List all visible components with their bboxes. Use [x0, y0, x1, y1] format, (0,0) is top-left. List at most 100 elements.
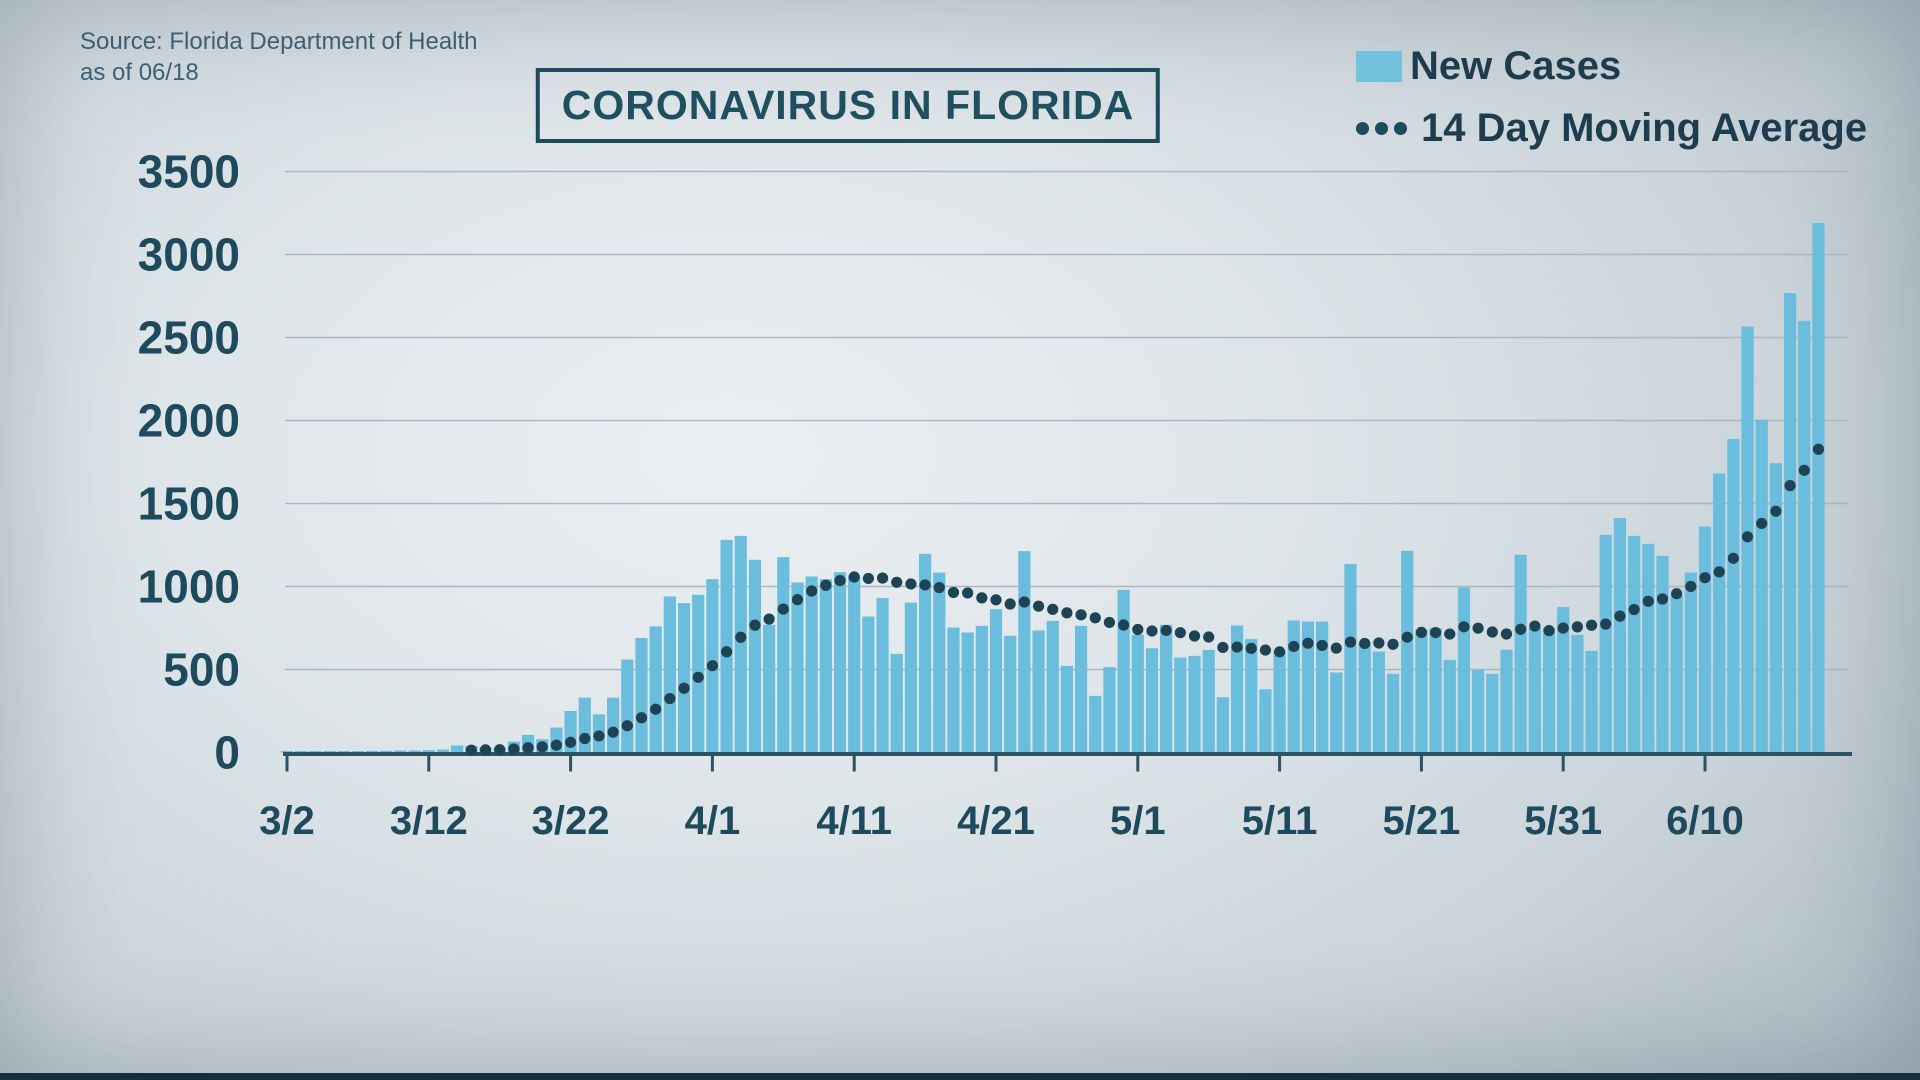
new-cases-bar: [833, 572, 847, 753]
moving-average-dot: [706, 660, 719, 672]
moving-average-dot: [1047, 603, 1059, 615]
new-cases-bar: [1131, 634, 1144, 753]
x-tick-label: 4/1: [685, 799, 741, 843]
bottom-edge-strip: [0, 1073, 1920, 1080]
new-cases-bar: [1160, 624, 1173, 753]
moving-average-dot: [791, 594, 804, 606]
new-cases-bar: [1188, 655, 1201, 753]
new-cases-bar: [1060, 665, 1073, 753]
y-tick-label: 1000: [138, 561, 240, 613]
moving-average-dot: [1727, 552, 1739, 564]
new-cases-bar: [1656, 555, 1669, 753]
new-cases-bar: [1301, 621, 1315, 753]
new-cases-bar: [1018, 551, 1031, 753]
x-tick-label: 4/21: [957, 799, 1035, 843]
y-tick-label: 1500: [138, 478, 240, 530]
new-cases-bar: [1514, 554, 1527, 753]
new-cases-bar: [1145, 648, 1159, 753]
moving-average-dot: [1585, 619, 1598, 631]
moving-average-dot: [1500, 628, 1513, 640]
new-cases-bar: [1344, 563, 1357, 753]
moving-average-dot: [763, 613, 775, 625]
new-cases-bar: [975, 625, 988, 753]
new-cases-bar: [394, 750, 407, 753]
moving-average-dot: [1018, 596, 1030, 608]
moving-average-dot: [1330, 642, 1342, 654]
new-cases-bar: [607, 697, 620, 753]
new-cases-swatch-icon: [1356, 50, 1402, 82]
y-tick-label: 3000: [138, 229, 240, 281]
new-cases-bar: [1202, 649, 1215, 753]
moving-average-dot: [933, 581, 945, 594]
new-cases-bar: [1259, 689, 1272, 753]
moving-average-dot: [1387, 638, 1399, 650]
x-tick-label: 3/22: [532, 799, 610, 843]
moving-average-dot: [976, 592, 988, 604]
new-cases-bar: [621, 659, 634, 753]
new-cases-bar: [890, 653, 903, 753]
y-tick-label: 500: [163, 644, 240, 696]
new-cases-bar: [1500, 649, 1513, 753]
moving-average-dot: [1798, 464, 1810, 476]
new-cases-bar: [1089, 695, 1102, 753]
moving-average-dot: [962, 587, 974, 599]
chart-title-box: CORONAVIRUS IN FLORIDA: [535, 68, 1161, 143]
moving-average-dot: [1373, 637, 1385, 649]
moving-average-dot: [1160, 624, 1172, 637]
moving-average-dot: [749, 619, 761, 631]
new-cases-bar: [1727, 439, 1740, 753]
new-cases-bar: [1103, 667, 1116, 753]
new-cases-bar: [677, 603, 691, 753]
new-cases-bar: [1599, 534, 1612, 753]
legend-item-moving-average: 14 Day Moving Average: [1356, 106, 1867, 150]
new-cases-bar: [1457, 587, 1471, 753]
new-cases-bar: [904, 602, 918, 753]
moving-average-dot: [1756, 517, 1768, 530]
moving-average-dot: [536, 741, 548, 753]
moving-average-dot: [1699, 572, 1711, 584]
moving-average-dot: [1543, 625, 1555, 637]
moving-average-dot: [735, 631, 747, 643]
moving-average-dot: [1132, 623, 1144, 636]
new-cases-bar: [1472, 669, 1485, 753]
new-cases-bar: [1117, 589, 1130, 753]
new-cases-bar: [1443, 659, 1456, 753]
source-note: Source: Florida Department of Health as …: [80, 26, 478, 88]
new-cases-bar: [1528, 628, 1541, 753]
moving-average-dot: [1486, 626, 1498, 638]
moving-average-dot: [621, 720, 633, 732]
new-cases-bar: [436, 749, 450, 753]
moving-average-dot: [1103, 616, 1116, 629]
new-cases-bar: [422, 750, 435, 753]
moving-average-dot: [1671, 588, 1683, 600]
moving-average-dot: [1628, 603, 1640, 616]
moving-average-dot: [1614, 610, 1626, 622]
new-cases-bar: [1032, 630, 1045, 753]
moving-average-dot: [1316, 639, 1328, 652]
y-tick-label: 2000: [138, 395, 240, 447]
moving-average-dot: [579, 732, 591, 745]
moving-average-dot: [1515, 623, 1527, 635]
moving-average-dot: [522, 742, 534, 754]
y-tick-label: 2500: [138, 312, 240, 364]
x-tick-label: 5/11: [1242, 799, 1318, 843]
moving-average-dot: [635, 712, 648, 724]
moving-average-dot: [607, 726, 619, 738]
new-cases-bar: [1216, 697, 1229, 753]
moving-average-dot: [947, 586, 960, 599]
moving-average-dot: [1401, 631, 1413, 643]
new-cases-bar: [1074, 625, 1088, 753]
moving-average-dot: [1231, 641, 1243, 653]
moving-average-dot: [1075, 609, 1087, 621]
moving-average-dot: [1245, 642, 1257, 655]
moving-average-dot: [1741, 531, 1754, 543]
new-cases-bar: [380, 750, 393, 753]
moving-average-dot: [862, 572, 874, 585]
x-tick-label: 5/21: [1382, 799, 1460, 843]
moving-average-dot: [664, 692, 676, 705]
moving-average-dot: [465, 744, 477, 756]
new-cases-bar: [777, 557, 790, 753]
new-cases-bar: [408, 750, 421, 753]
new-cases-bar: [1783, 293, 1797, 753]
